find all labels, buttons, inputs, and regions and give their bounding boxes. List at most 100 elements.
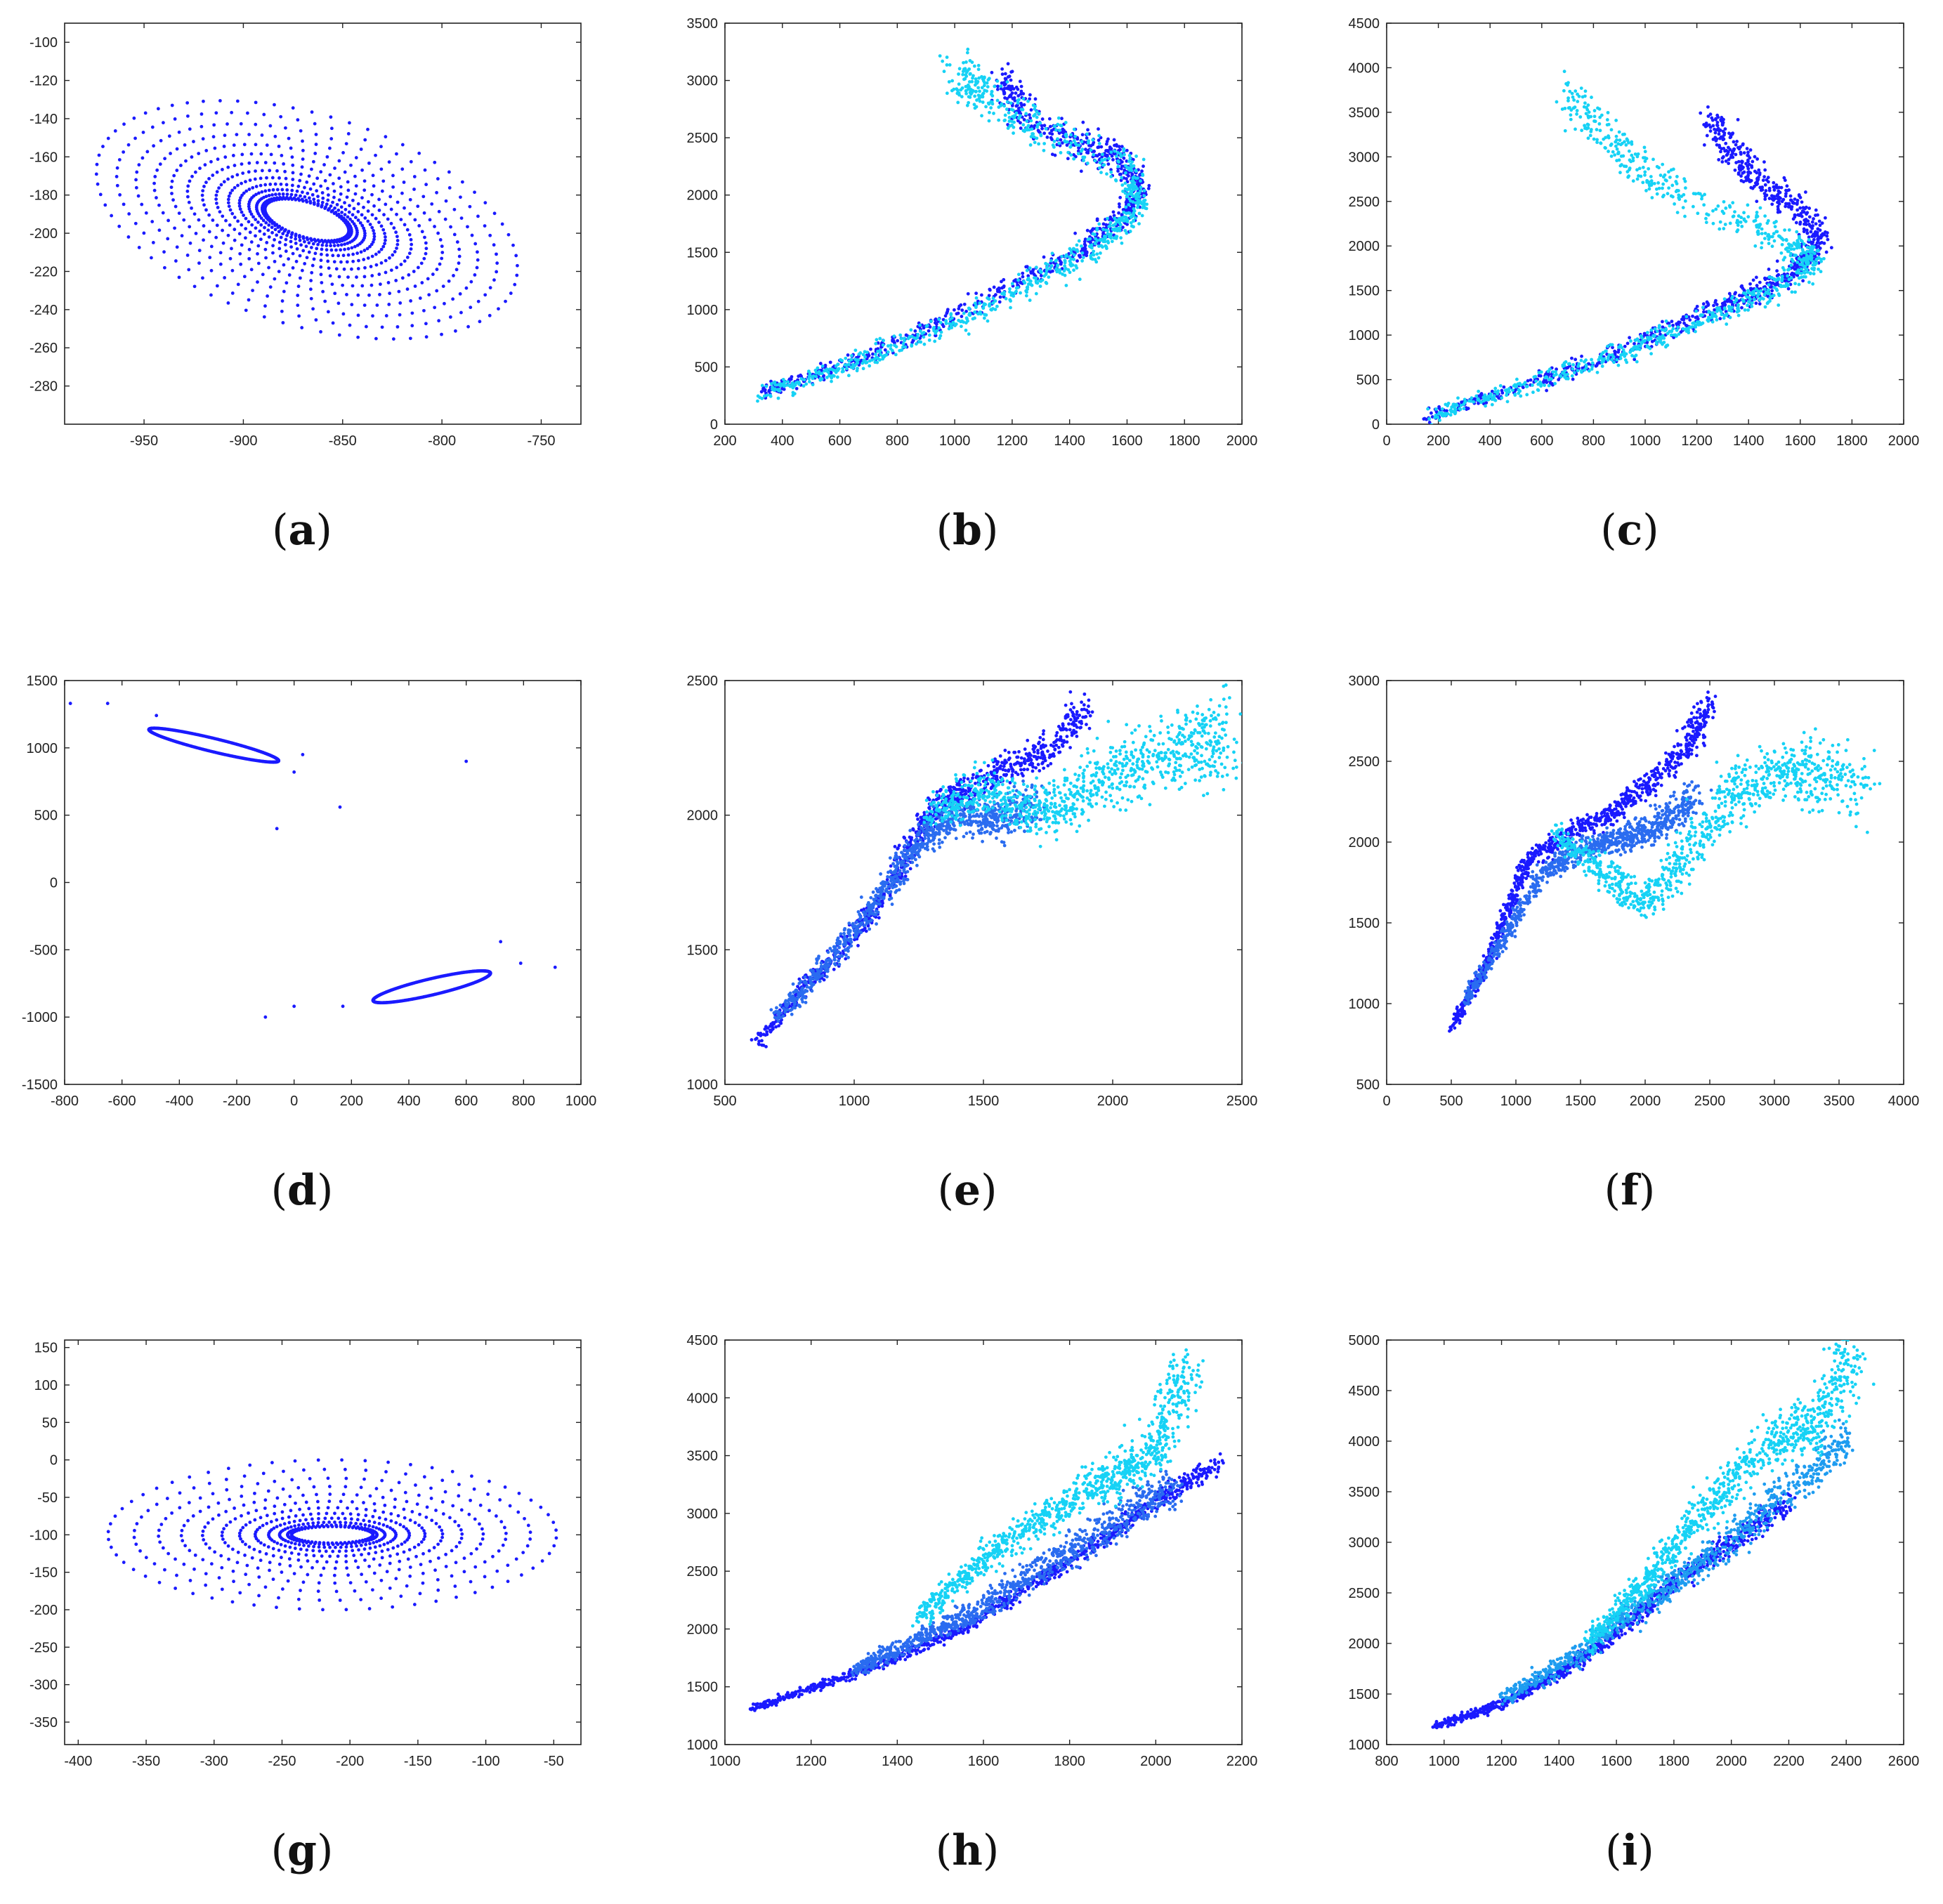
data-point bbox=[333, 166, 336, 170]
data-point bbox=[1560, 107, 1564, 111]
data-point bbox=[447, 186, 452, 190]
data-point bbox=[1744, 178, 1748, 183]
data-point bbox=[284, 126, 287, 130]
data-point bbox=[351, 220, 354, 223]
data-point bbox=[894, 353, 898, 357]
data-point bbox=[226, 301, 230, 305]
data-point bbox=[1719, 119, 1723, 123]
data-point bbox=[796, 380, 799, 384]
data-point bbox=[1544, 372, 1548, 376]
data-point bbox=[1789, 276, 1793, 280]
data-point bbox=[1555, 367, 1558, 372]
data-point bbox=[1120, 216, 1125, 220]
data-point bbox=[1733, 168, 1737, 172]
data-point bbox=[980, 86, 984, 90]
data-point bbox=[1034, 279, 1038, 283]
data-point bbox=[271, 251, 275, 255]
data-point bbox=[892, 334, 896, 339]
data-point bbox=[1822, 241, 1826, 245]
data-point bbox=[1763, 168, 1767, 172]
data-point bbox=[1820, 221, 1824, 225]
data-point bbox=[175, 169, 179, 172]
data-point bbox=[1723, 127, 1727, 131]
data-point bbox=[223, 276, 227, 280]
data-point bbox=[1817, 256, 1821, 260]
data-point bbox=[1754, 301, 1758, 306]
data-point bbox=[259, 176, 263, 180]
data-point bbox=[436, 177, 440, 180]
data-point bbox=[1013, 98, 1017, 103]
data-point bbox=[367, 161, 371, 165]
data-point bbox=[236, 282, 240, 287]
data-point bbox=[802, 384, 806, 388]
data-point bbox=[371, 314, 374, 318]
data-point bbox=[1768, 299, 1772, 303]
data-point bbox=[1486, 395, 1491, 399]
data-point bbox=[1613, 153, 1617, 157]
data-point bbox=[1732, 140, 1736, 144]
data-point bbox=[378, 293, 381, 296]
data-point bbox=[987, 294, 991, 298]
data-point bbox=[1710, 311, 1715, 315]
data-point bbox=[1625, 341, 1630, 346]
data-point bbox=[1021, 271, 1025, 275]
data-point bbox=[1779, 185, 1784, 190]
data-point bbox=[1808, 271, 1812, 275]
data-point bbox=[1694, 325, 1698, 329]
data-point bbox=[1805, 228, 1809, 232]
data-point bbox=[1099, 145, 1104, 149]
data-point bbox=[247, 133, 251, 136]
data-point bbox=[981, 92, 985, 96]
data-point bbox=[1587, 110, 1591, 114]
data-point bbox=[1101, 163, 1105, 167]
data-point bbox=[1793, 254, 1796, 257]
data-point bbox=[1044, 271, 1048, 275]
data-point bbox=[1789, 263, 1793, 267]
data-point bbox=[762, 394, 766, 398]
data-point bbox=[237, 204, 242, 208]
data-point bbox=[310, 263, 315, 268]
data-point bbox=[319, 184, 323, 188]
data-point bbox=[1669, 333, 1673, 337]
data-point bbox=[861, 353, 865, 357]
data-point bbox=[286, 230, 290, 235]
data-point bbox=[1576, 369, 1580, 373]
data-point bbox=[1571, 363, 1576, 367]
data-point bbox=[509, 291, 513, 295]
data-point bbox=[315, 189, 319, 193]
data-point bbox=[1802, 242, 1806, 246]
data-point bbox=[1760, 232, 1764, 235]
data-point bbox=[841, 367, 845, 371]
data-point bbox=[1574, 127, 1577, 131]
data-point bbox=[1739, 150, 1743, 155]
data-point bbox=[279, 114, 283, 119]
data-point bbox=[1132, 209, 1137, 213]
data-point bbox=[964, 74, 969, 78]
data-point bbox=[1780, 277, 1784, 281]
data-point bbox=[298, 276, 302, 280]
data-point bbox=[1097, 222, 1101, 226]
data-point bbox=[329, 248, 334, 252]
x-tick-label: 400 bbox=[771, 433, 794, 449]
data-point bbox=[362, 303, 367, 307]
data-point bbox=[488, 286, 492, 290]
data-point bbox=[1787, 228, 1791, 232]
data-point bbox=[839, 357, 842, 362]
data-point bbox=[1800, 214, 1804, 218]
data-point bbox=[312, 182, 316, 186]
data-point bbox=[476, 250, 479, 254]
data-point bbox=[211, 135, 216, 139]
data-point bbox=[1116, 229, 1120, 233]
data-point bbox=[1092, 150, 1096, 153]
data-point bbox=[1090, 243, 1094, 247]
data-point bbox=[1711, 209, 1715, 213]
data-point bbox=[1742, 211, 1746, 215]
data-point bbox=[1472, 400, 1476, 404]
data-point bbox=[1818, 247, 1822, 250]
data-point bbox=[968, 96, 972, 99]
data-point bbox=[1125, 231, 1129, 235]
data-point bbox=[957, 72, 960, 76]
data-point bbox=[1718, 317, 1722, 321]
data-point bbox=[1097, 133, 1101, 138]
data-point bbox=[332, 260, 336, 264]
